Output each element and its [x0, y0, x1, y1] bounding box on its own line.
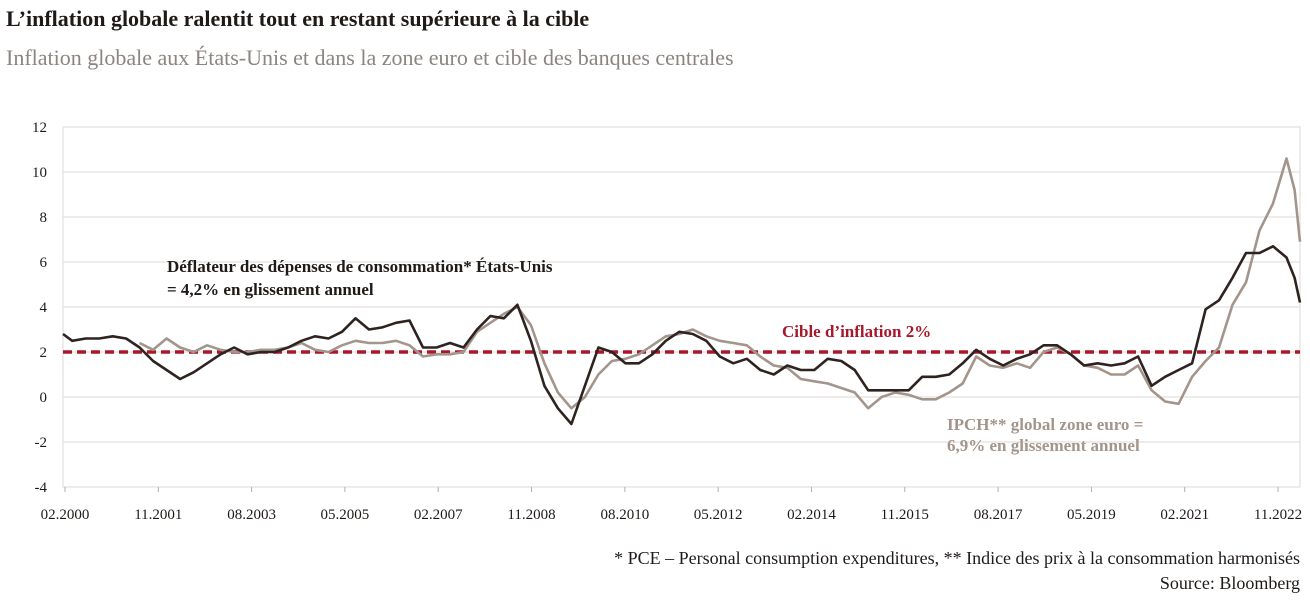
x-tick-label: 05.2012 [694, 507, 743, 523]
target-annotation: Cible d’inflation 2% [782, 322, 931, 341]
x-tick-label: 05.2005 [321, 507, 370, 523]
y-tick-label: 12 [32, 120, 47, 136]
page-title: L’inflation globale ralentit tout en res… [6, 6, 590, 31]
x-tick-label: 02.2000 [41, 507, 90, 523]
x-tick-label: 11.2015 [881, 507, 929, 523]
y-tick-label: 6 [40, 255, 48, 271]
x-tick-label: 08.2017 [974, 507, 1023, 523]
ez-annotation-line2: 6,9% en glissement annuel [947, 436, 1140, 455]
x-axis-ticks: 02.2000 11.2001 08.2003 05.2005 02.2007 11.20… [41, 487, 1302, 523]
x-tick-label: 02.2014 [787, 507, 836, 523]
x-tick-label: 11.2008 [507, 507, 555, 523]
x-tick-label: 08.2003 [227, 507, 276, 523]
us-annotation-line2: = 4,2% en glissement annuel [167, 280, 374, 299]
page-subtitle: Inflation globale aux États-Unis et dans… [6, 45, 734, 70]
ez-annotation-line1: IPCH** global zone euro = [947, 415, 1143, 434]
y-tick-label: 2 [40, 345, 48, 361]
y-tick-label: -4 [35, 480, 48, 496]
y-tick-label: 8 [40, 210, 48, 226]
y-axis-ticks: -4 -2 0 2 4 6 8 10 12 [32, 120, 48, 496]
y-tick-label: -2 [35, 435, 48, 451]
x-tick-label: 11.2022 [1254, 507, 1302, 523]
x-tick-label: 02.2007 [414, 507, 463, 523]
y-tick-label: 4 [40, 300, 48, 316]
source-note: Source: Bloomberg [1159, 573, 1300, 593]
x-tick-label: 05.2019 [1067, 507, 1116, 523]
euro-area-hicp-line [139, 157, 1302, 410]
us-annotation-line1: Déflateur des dépenses de consommation* … [167, 257, 553, 276]
y-tick-label: 0 [40, 390, 48, 406]
y-tick-label: 10 [32, 165, 47, 181]
us-pce-line [62, 245, 1302, 426]
inflation-chart: -4 -2 0 2 4 6 8 10 12 02.2000 11.2001 08.2003 05.20… [32, 120, 1302, 523]
footnote: * PCE – Personal consumption expenditure… [614, 548, 1300, 568]
x-tick-label: 11.2001 [134, 507, 182, 523]
x-tick-label: 08.2010 [600, 507, 649, 523]
x-tick-label: 02.2021 [1160, 507, 1209, 523]
